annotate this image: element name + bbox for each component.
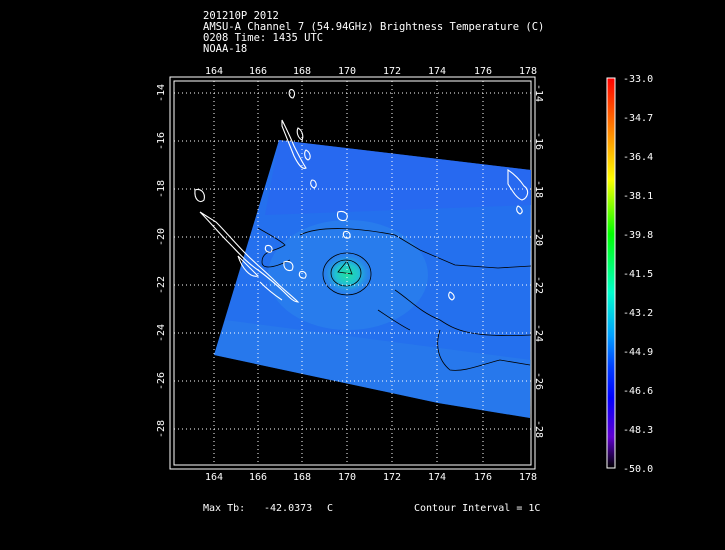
lat-tick-right: -26 — [533, 372, 544, 390]
lat-tick-right: -20 — [533, 228, 544, 246]
coastline-fiji-kadavu — [516, 205, 523, 215]
coastline-vanuatu-south — [310, 179, 317, 189]
observation-time: 0208 Time: 1435 UTC — [203, 32, 324, 44]
lat-tick-right: -18 — [533, 180, 544, 198]
lon-tick-bottom: 164 — [205, 472, 223, 483]
lat-tick-left: -14 — [156, 84, 167, 102]
colorbar-label: -48.3 — [623, 425, 653, 436]
lon-ticks-bottom: 164 166 168 170 172 174 176 178 — [205, 472, 537, 483]
satellite-name: NOAA-18 — [203, 43, 248, 55]
lat-tick-left: -28 — [156, 420, 167, 438]
swath-upper-band — [265, 140, 531, 215]
colorbar-label: -39.8 — [623, 230, 653, 241]
lat-lon-grid — [174, 81, 531, 465]
colorbar — [606, 77, 616, 469]
colorbar-labels: -33.0 -34.7 -36.4 -38.1 -39.8 -41.5 -43.… — [623, 74, 653, 475]
lat-tick-right: -22 — [533, 276, 544, 294]
max-tb-value: -42.0373 — [264, 503, 313, 514]
lon-ticks-top: 164 166 168 170 172 174 176 178 — [205, 66, 537, 77]
coastline-erromango — [336, 210, 348, 222]
contour-interval: Contour Interval = 1C — [414, 503, 541, 514]
lat-ticks-right: -14 -16 -18 -20 -22 -24 -26 -28 — [533, 84, 544, 438]
lon-tick-bottom: 170 — [338, 472, 356, 483]
colorbar-label: -46.6 — [623, 386, 653, 397]
colorbar-label: -34.7 — [623, 113, 653, 124]
coastline-vanuatu-north — [281, 119, 307, 169]
lat-tick-right: -16 — [533, 132, 544, 150]
product-title: 201210P 2012 — [203, 10, 279, 22]
colorbar-label: -44.9 — [623, 347, 653, 358]
swath-lower-band — [214, 320, 531, 418]
coastline-vanuatu-islet-1 — [296, 127, 304, 141]
coastline-vanuatu-islet-2 — [304, 149, 311, 161]
lon-tick-bottom: 166 — [249, 472, 267, 483]
lat-ticks-left: -14 -16 -18 -20 -22 -24 -26 -28 — [156, 84, 167, 438]
coastlines — [194, 89, 529, 303]
lon-tick-bottom: 168 — [293, 472, 311, 483]
lon-tick-top: 166 — [249, 66, 267, 77]
channel-description: AMSU-A Channel 7 (54.94GHz) Brightness T… — [203, 21, 545, 33]
lon-tick-top: 174 — [428, 66, 446, 77]
lat-tick-left: -22 — [156, 276, 167, 294]
lat-tick-right: -14 — [533, 84, 544, 102]
lon-tick-top: 172 — [383, 66, 401, 77]
coastline-ouvea — [264, 244, 273, 253]
coastline-chesterfield — [194, 188, 205, 203]
colorbar-label: -41.5 — [623, 269, 653, 280]
lon-tick-bottom: 178 — [519, 472, 537, 483]
colorbar-label: -43.2 — [623, 308, 653, 319]
lat-tick-left: -18 — [156, 180, 167, 198]
lat-tick-left: -26 — [156, 372, 167, 390]
lon-tick-top: 164 — [205, 66, 223, 77]
lon-tick-top: 178 — [519, 66, 537, 77]
lon-tick-bottom: 174 — [428, 472, 446, 483]
lat-tick-right: -28 — [533, 420, 544, 438]
lon-tick-top: 170 — [338, 66, 356, 77]
lat-tick-left: -20 — [156, 228, 167, 246]
colorbar-label: -50.0 — [623, 464, 653, 475]
colorbar-label: -38.1 — [623, 191, 653, 202]
lon-tick-top: 168 — [293, 66, 311, 77]
coastline-grande-terre-inner — [237, 255, 260, 277]
coastline-torres — [288, 89, 295, 99]
lon-tick-top: 176 — [474, 66, 492, 77]
coastline-tanna — [342, 230, 351, 239]
max-tb-label: Max Tb: — [203, 503, 246, 514]
lon-tick-bottom: 172 — [383, 472, 401, 483]
coastline-new-caledonia — [199, 211, 300, 303]
lat-tick-right: -24 — [533, 324, 544, 342]
coastline-fiji-viti-levu — [507, 168, 529, 201]
lon-tick-bottom: 176 — [474, 472, 492, 483]
colorbar-label: -33.0 — [623, 74, 653, 85]
max-tb-unit: C — [327, 503, 334, 514]
coastline-lifou — [283, 260, 294, 272]
colorbar-label: -36.4 — [623, 152, 653, 163]
coastline-mare — [298, 270, 307, 279]
lat-tick-left: -24 — [156, 324, 167, 342]
map-outer-frame — [169, 76, 536, 470]
coastline-hunter-island — [448, 291, 455, 301]
coastline-isle-of-pines-path — [259, 281, 283, 301]
lat-tick-left: -16 — [156, 132, 167, 150]
